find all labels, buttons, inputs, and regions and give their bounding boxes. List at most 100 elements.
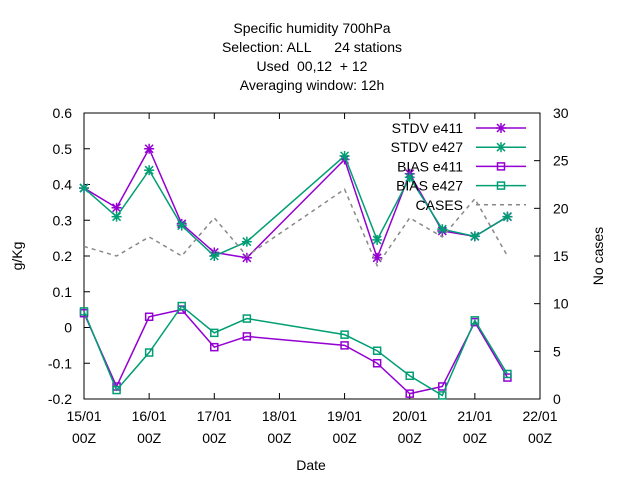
data-point-bias-e427 bbox=[470, 316, 480, 325]
title-line-4: Averaging window: 12h bbox=[240, 77, 385, 93]
data-point-stdv-e427 bbox=[339, 150, 350, 161]
legend-marker bbox=[496, 142, 506, 153]
title-line-3: Used 00,12 + 12 bbox=[257, 58, 368, 74]
x-tick-label-date: 15/01 bbox=[66, 408, 101, 424]
data-point-bias-e427 bbox=[210, 328, 219, 338]
data-point-bias-e411 bbox=[372, 359, 382, 368]
legend-label: BIAS e411 bbox=[397, 158, 463, 174]
y-tick-label: 0.1 bbox=[53, 284, 73, 300]
data-point-bias-e427 bbox=[503, 369, 512, 379]
data-point-stdv-e427 bbox=[241, 236, 252, 247]
series-layer bbox=[79, 143, 513, 400]
series-stdv-e427 bbox=[79, 150, 513, 261]
y2-axis-ticks: 0 5 10 15 20 25 30 bbox=[534, 105, 569, 407]
y-tick-label: 0.4 bbox=[53, 177, 73, 193]
legend: STDV e411 STDV e427 BIAS e411 BIAS e427 CASE… bbox=[391, 120, 526, 213]
y2-tick-label: 30 bbox=[553, 105, 569, 121]
y2-tick-label: 15 bbox=[553, 248, 569, 264]
y2-axis-label: No cases bbox=[590, 227, 606, 285]
legend-item-bias-e427: BIAS e427 bbox=[396, 178, 526, 194]
series-line-stdv-e411 bbox=[83, 147, 508, 261]
legend-item-cases: CASES bbox=[416, 197, 526, 213]
data-point-bias-e411 bbox=[242, 332, 252, 341]
data-point-stdv-e427 bbox=[79, 183, 89, 194]
data-point-bias-e411 bbox=[210, 342, 219, 352]
data-point-stdv-e427 bbox=[111, 211, 122, 222]
series-line-cases bbox=[83, 188, 509, 268]
y-tick-label: -0.1 bbox=[48, 355, 72, 371]
data-point-bias-e427 bbox=[79, 307, 89, 316]
y-tick-label: -0.2 bbox=[48, 391, 72, 407]
data-point-bias-e427 bbox=[242, 314, 252, 323]
series-line-bias-e427 bbox=[83, 304, 509, 397]
legend-marker bbox=[496, 181, 506, 190]
data-point-bias-e411 bbox=[340, 341, 349, 350]
legend-item-stdv-e411: STDV e411 bbox=[392, 120, 526, 136]
x-tick-label-date: 17/01 bbox=[197, 408, 232, 424]
data-point-bias-e427 bbox=[177, 301, 186, 311]
data-point-stdv-e427 bbox=[404, 172, 415, 183]
y2-tick-label: 10 bbox=[553, 296, 569, 312]
data-point-stdv-e427 bbox=[209, 251, 220, 261]
data-point-stdv-e427 bbox=[502, 211, 513, 222]
y-tick-label: 0.2 bbox=[53, 248, 73, 264]
data-point-bias-e427 bbox=[340, 330, 349, 339]
x-tick-label-time: 00Z bbox=[267, 430, 292, 446]
series-line-bias-e411 bbox=[83, 308, 509, 395]
y-tick-label: 0.6 bbox=[53, 105, 73, 121]
data-point-bias-e411 bbox=[405, 389, 414, 398]
x-tick-label-time: 00Z bbox=[72, 430, 97, 446]
x-tick-label-date: 20/01 bbox=[392, 408, 427, 424]
x-tick-label-date: 19/01 bbox=[327, 408, 362, 424]
data-point-stdv-e427 bbox=[176, 220, 187, 231]
y-axis-label: g/Kg bbox=[9, 242, 25, 271]
x-tick-label-time: 00Z bbox=[202, 430, 227, 446]
x-tick-label-time: 00Z bbox=[463, 430, 488, 446]
y2-tick-label: 20 bbox=[553, 200, 569, 216]
x-tick-label-date: 18/01 bbox=[262, 408, 297, 424]
x-tick-label-date: 16/01 bbox=[132, 408, 167, 424]
data-point-bias-e411 bbox=[144, 312, 154, 322]
chart-title: Specific humidity 700hPa Selection: ALL … bbox=[222, 20, 402, 93]
data-point-stdv-e427 bbox=[372, 234, 383, 245]
title-line-1: Specific humidity 700hPa bbox=[233, 20, 390, 36]
x-axis-label: Date bbox=[296, 457, 326, 473]
data-point-bias-e427 bbox=[438, 391, 447, 400]
data-point-bias-e427 bbox=[405, 371, 414, 381]
x-tick-label-time: 00Z bbox=[398, 430, 423, 446]
y-tick-label: 0 bbox=[64, 320, 72, 336]
y-tick-label: 0.3 bbox=[53, 212, 73, 228]
y-axis-ticks: -0.2 -0.1 0 0.1 0.2 0.3 0.4 0.5 0.6 bbox=[48, 105, 90, 407]
legend-label: BIAS e427 bbox=[396, 178, 463, 194]
y2-tick-label: 5 bbox=[553, 343, 561, 359]
series-bias-e427 bbox=[79, 301, 512, 400]
legend-marker bbox=[496, 123, 506, 133]
legend-label: STDV e427 bbox=[391, 139, 464, 155]
y-tick-label: 0.5 bbox=[53, 141, 73, 157]
x-axis-ticks: 15/01 00Z 16/01 00Z 17/01 00Z 18/01 00Z 19/01 00Z… bbox=[66, 113, 558, 446]
data-point-bias-e427 bbox=[144, 348, 154, 357]
data-point-bias-e427 bbox=[372, 346, 382, 355]
data-point-stdv-e411 bbox=[241, 252, 252, 263]
legend-item-bias-e411: BIAS e411 bbox=[397, 158, 526, 174]
data-point-stdv-e427 bbox=[144, 165, 155, 176]
y2-tick-label: 25 bbox=[553, 153, 569, 169]
x-tick-label-time: 00Z bbox=[333, 430, 358, 446]
y2-tick-label: 0 bbox=[553, 391, 561, 407]
data-point-stdv-e411 bbox=[111, 202, 122, 213]
legend-label: STDV e411 bbox=[392, 120, 464, 136]
x-tick-label-time: 00Z bbox=[528, 430, 553, 446]
legend-marker bbox=[496, 162, 506, 171]
x-tick-label-time: 00Z bbox=[137, 430, 162, 446]
title-line-2: Selection: ALL 24 stations bbox=[222, 39, 402, 55]
x-tick-label-date: 21/01 bbox=[457, 408, 492, 424]
data-point-stdv-e411 bbox=[144, 143, 155, 154]
legend-label: CASES bbox=[416, 197, 463, 213]
data-point-bias-e427 bbox=[112, 385, 121, 395]
data-point-stdv-e427 bbox=[437, 224, 448, 235]
legend-item-stdv-e427: STDV e427 bbox=[391, 139, 526, 155]
series-cases bbox=[83, 188, 509, 268]
data-point-stdv-e427 bbox=[469, 231, 480, 242]
x-tick-label-date: 22/01 bbox=[522, 408, 557, 424]
